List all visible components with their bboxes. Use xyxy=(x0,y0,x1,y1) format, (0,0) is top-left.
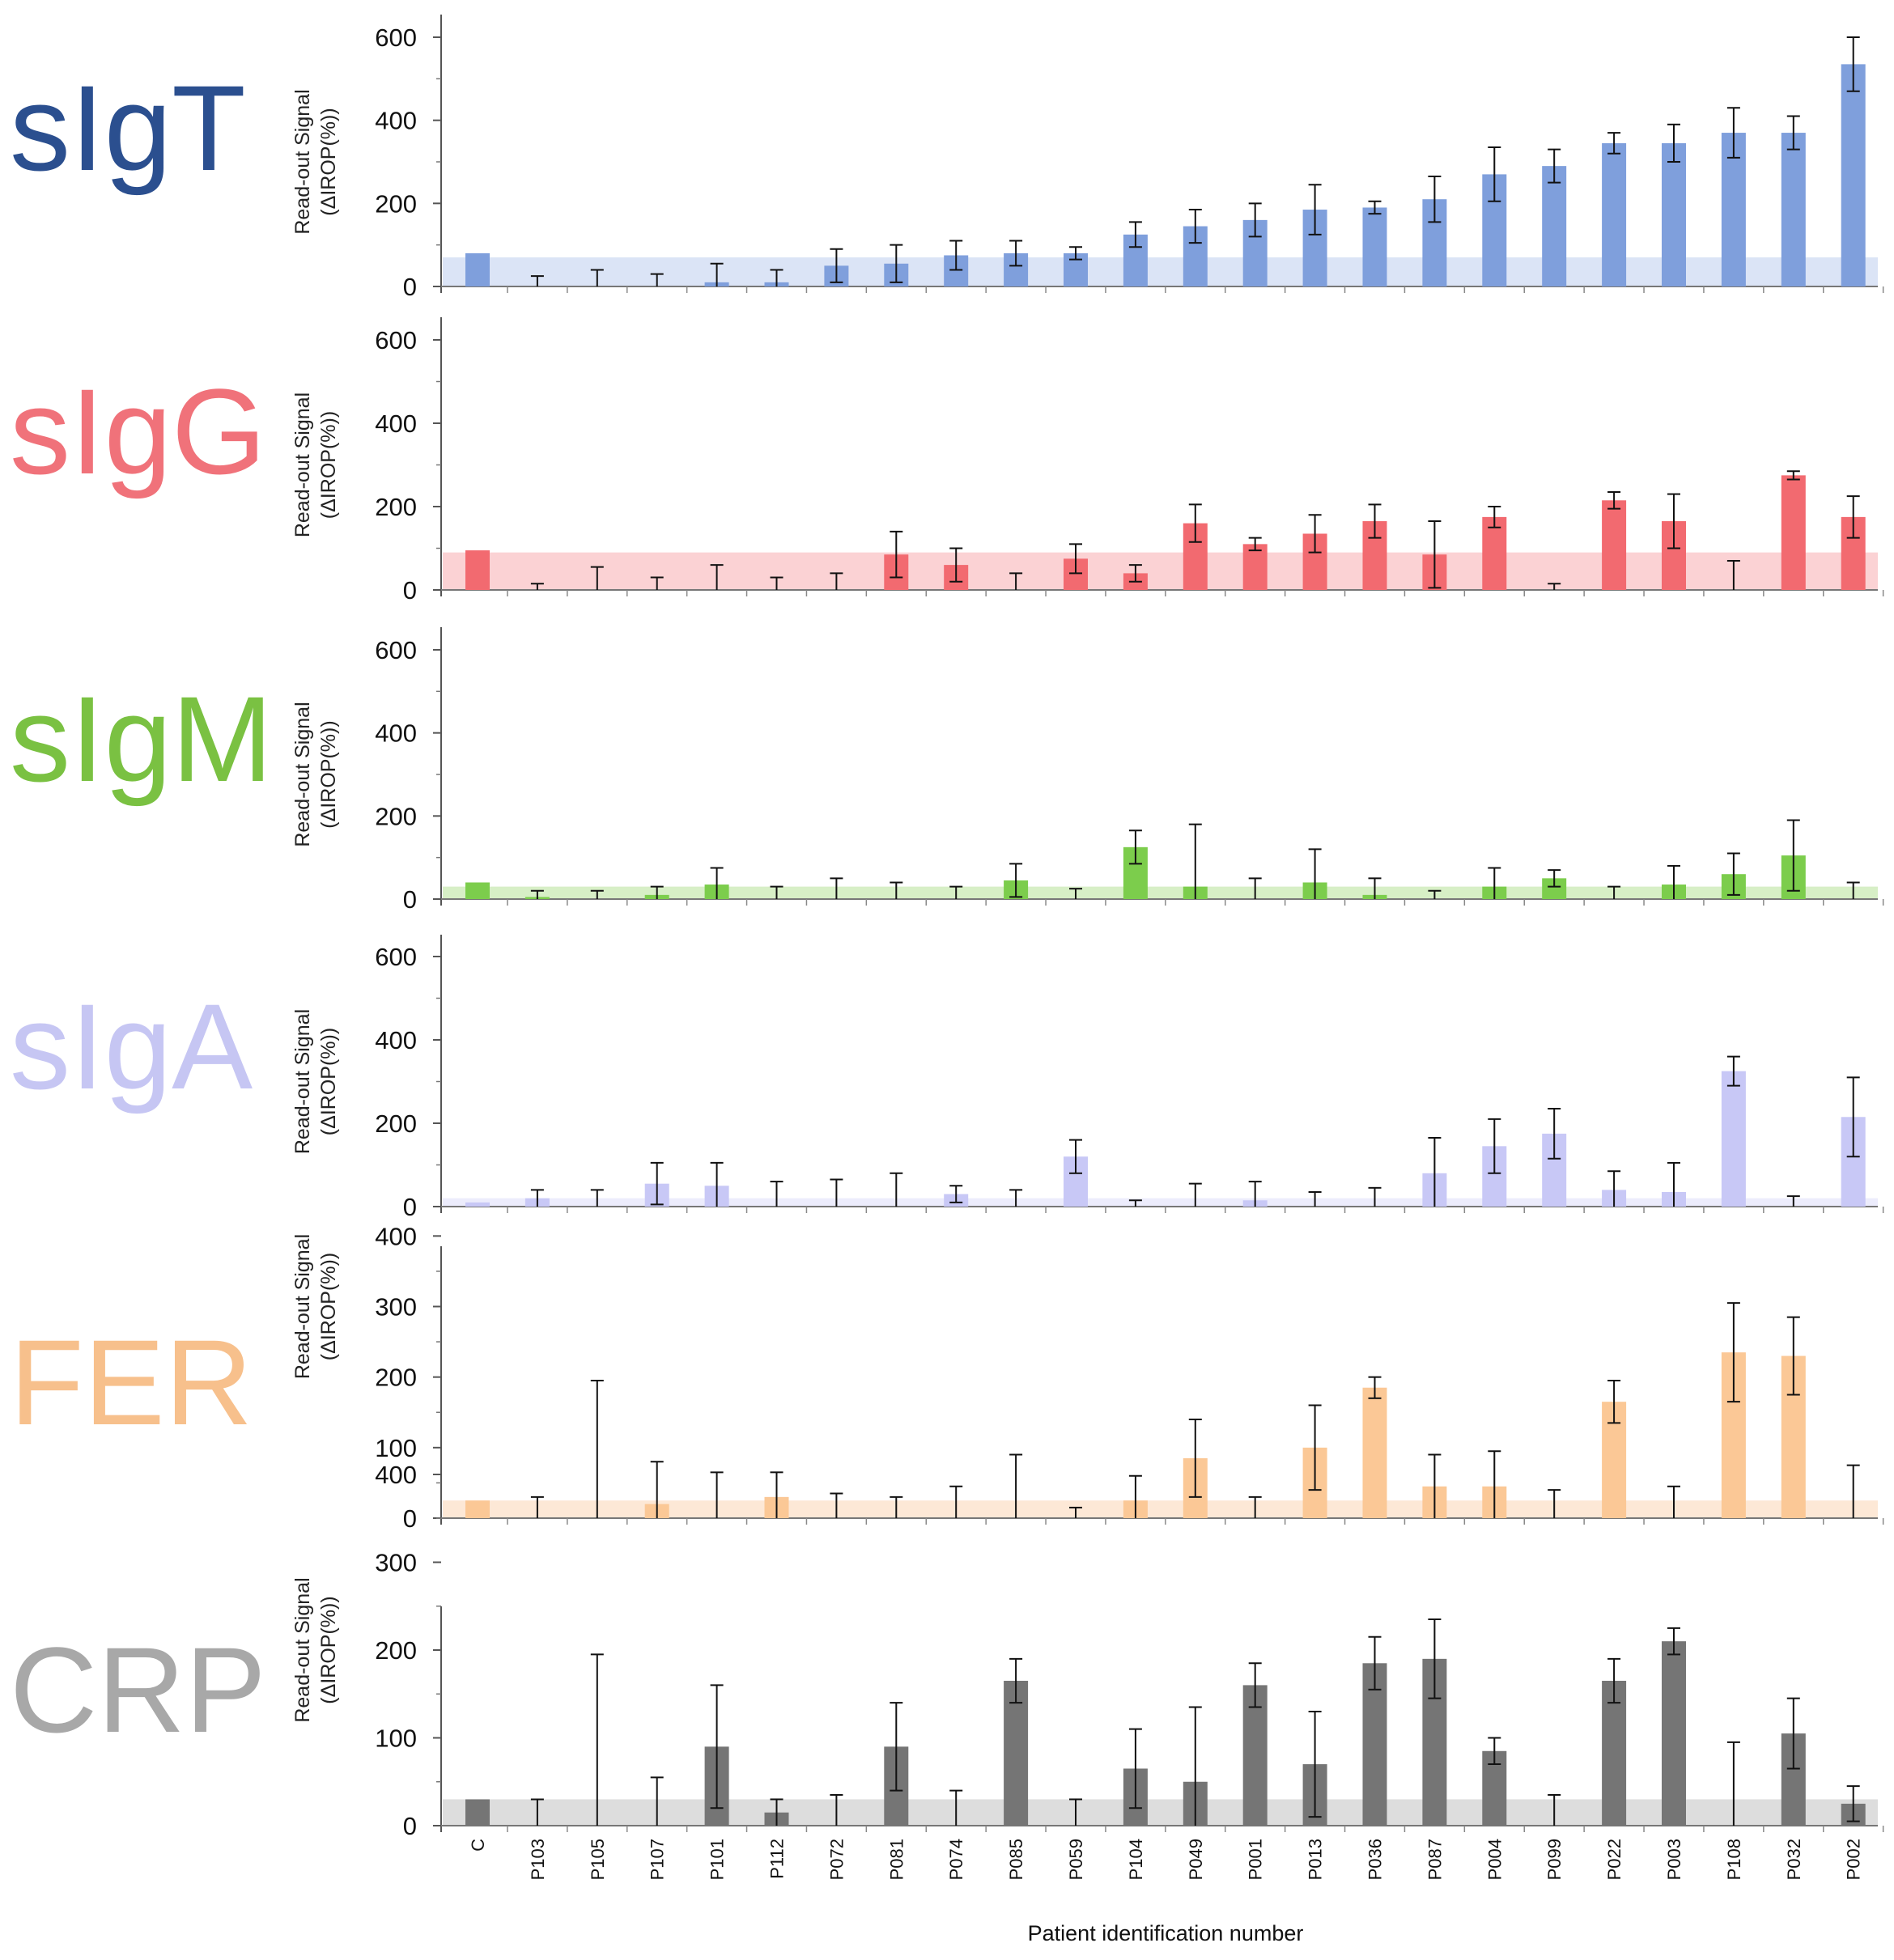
x-tick-label: P104 xyxy=(1126,1839,1146,1880)
panel-label-sigt: sIgT xyxy=(10,60,246,196)
y-tick-label: 400 xyxy=(375,409,417,438)
y-tick-label: 0 xyxy=(403,1193,417,1221)
bar xyxy=(1602,1680,1627,1826)
y-tick-label: 200 xyxy=(375,1364,417,1392)
y-axis-title-line1: Read-out Signal xyxy=(291,1009,314,1154)
y-axis-title-line2: (ΔIROP(%)) xyxy=(317,1028,340,1135)
panel-label-sigm: sIgM xyxy=(10,671,273,807)
bar xyxy=(1781,133,1806,286)
y-axis-title-line1: Read-out Signal xyxy=(291,702,314,846)
y-axis-title-line1: Read-out Signal xyxy=(291,392,314,537)
x-tick-label: P087 xyxy=(1425,1839,1445,1880)
y-axis-title-line1: Read-out Signal xyxy=(291,1234,314,1379)
y-tick-label: 100 xyxy=(375,1725,417,1753)
y-tick-label: 200 xyxy=(375,493,417,521)
x-tick-label: P059 xyxy=(1066,1839,1086,1880)
bar xyxy=(465,550,490,590)
y-tick-label: 200 xyxy=(375,1636,417,1665)
y-axis-title-line1: Read-out Signal xyxy=(291,1577,314,1722)
x-tick-label: P099 xyxy=(1544,1839,1565,1880)
y-tick-label: 600 xyxy=(375,943,417,971)
threshold-band xyxy=(443,552,1878,590)
bar xyxy=(465,1202,490,1207)
x-tick-label: P036 xyxy=(1365,1839,1386,1880)
bar xyxy=(465,252,490,286)
x-tick-label: P032 xyxy=(1784,1839,1804,1880)
panel-label-crp: CRP xyxy=(10,1622,266,1758)
x-tick-label: P112 xyxy=(767,1839,788,1879)
x-tick-label: P108 xyxy=(1724,1839,1744,1880)
y-axis-title-line1: Read-out Signal xyxy=(291,89,314,234)
x-tick-label: P001 xyxy=(1246,1839,1266,1880)
threshold-band xyxy=(443,886,1878,899)
bar xyxy=(1242,1685,1268,1826)
y-axis-title-line2: (ΔIROP(%)) xyxy=(317,1253,340,1360)
threshold-band xyxy=(443,1198,1878,1207)
y-tick-label: 600 xyxy=(375,636,417,664)
bar xyxy=(1362,207,1387,286)
y-tick-label: 200 xyxy=(375,189,417,218)
panel-label-fer: FER xyxy=(10,1314,253,1450)
y-tick-label: 400 xyxy=(375,107,417,135)
y-tick-label: 0 xyxy=(403,273,417,301)
bar xyxy=(1482,516,1507,590)
panel-label-siga: sIgA xyxy=(10,978,253,1114)
bar xyxy=(1242,544,1268,590)
x-tick-label: P004 xyxy=(1484,1839,1505,1880)
y-axis-title-line2: (ΔIROP(%)) xyxy=(317,411,340,519)
y-axis-title-line2: (ΔIROP(%)) xyxy=(317,720,340,828)
y-tick-label: 300 xyxy=(375,1549,417,1577)
y-tick-label: 400 xyxy=(375,1222,417,1250)
x-tick-label: P072 xyxy=(826,1839,847,1880)
bar xyxy=(1841,64,1866,286)
y-tick-label: 200 xyxy=(375,1109,417,1138)
bar xyxy=(465,1500,490,1518)
y-tick-label: 600 xyxy=(375,23,417,52)
y-tick-label: 0 xyxy=(403,1504,417,1533)
x-tick-label: P003 xyxy=(1664,1839,1684,1880)
x-tick-label: P074 xyxy=(946,1839,966,1880)
x-tick-label: P013 xyxy=(1306,1839,1326,1880)
x-tick-label: P002 xyxy=(1844,1839,1864,1880)
y-tick-label: 300 xyxy=(375,1293,417,1322)
y-tick-label: 0 xyxy=(403,576,417,605)
bar xyxy=(1602,500,1627,590)
y-axis-title-line2: (ΔIROP(%)) xyxy=(317,1596,340,1703)
y-tick-label: 0 xyxy=(403,885,417,914)
x-tick-label: C xyxy=(468,1839,488,1852)
x-axis-title: Patient identification number xyxy=(1028,1921,1304,1945)
x-tick-label: P022 xyxy=(1604,1839,1624,1880)
bar xyxy=(1602,142,1627,286)
x-tick-label: P103 xyxy=(528,1839,548,1880)
y-axis-title-line2: (ΔIROP(%)) xyxy=(317,108,340,215)
bar xyxy=(465,882,490,899)
bar xyxy=(465,1799,490,1826)
y-tick-label: 600 xyxy=(375,326,417,354)
y-tick-label: 100 xyxy=(375,1434,417,1462)
y-tick-label: 400 xyxy=(375,1026,417,1054)
panel-label-sigg: sIgG xyxy=(10,363,266,499)
x-tick-label: P107 xyxy=(648,1839,668,1880)
threshold-band xyxy=(443,1799,1878,1826)
x-tick-label: P081 xyxy=(886,1839,907,1880)
bar xyxy=(1362,1387,1387,1518)
bar xyxy=(1662,1641,1686,1826)
threshold-band xyxy=(443,1500,1878,1518)
bar xyxy=(1721,1071,1746,1207)
bar xyxy=(1542,166,1567,286)
x-tick-label: P085 xyxy=(1006,1839,1026,1880)
x-tick-label: P105 xyxy=(588,1839,608,1880)
y-tick-label: 200 xyxy=(375,802,417,830)
y-tick-label: 400 xyxy=(375,1461,417,1489)
bar xyxy=(1662,142,1686,286)
y-tick-label: 0 xyxy=(403,1812,417,1840)
x-tick-label: P101 xyxy=(707,1839,728,1880)
bar xyxy=(1004,1680,1029,1826)
threshold-band xyxy=(443,257,1878,286)
bar xyxy=(1781,475,1806,590)
x-tick-label: P049 xyxy=(1186,1839,1206,1880)
y-tick-label: 400 xyxy=(375,719,417,748)
